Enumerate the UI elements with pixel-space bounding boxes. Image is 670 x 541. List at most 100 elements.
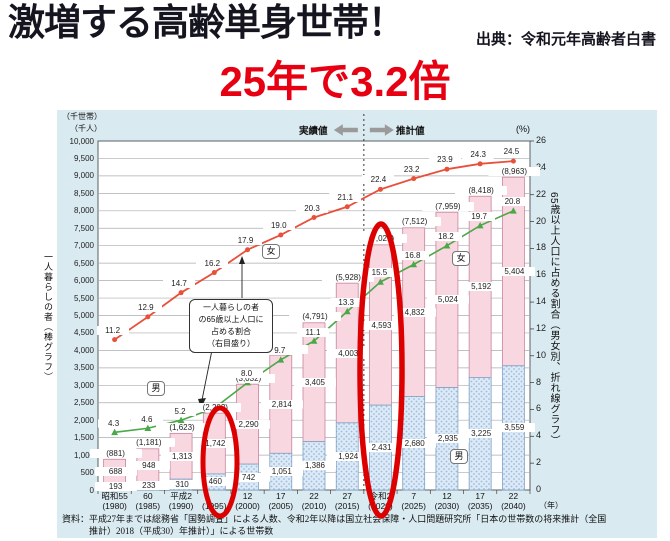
male-pct-label: 15.5: [363, 268, 396, 278]
estimated-values-label: 推計値: [396, 126, 425, 137]
arrow-left-icon: [333, 124, 358, 136]
bar-female-value: 3,405: [294, 377, 336, 387]
left-tick-label: 6,500: [73, 258, 94, 268]
x-axis-unit: （年）: [539, 501, 563, 510]
x-year-label: (1990): [168, 501, 194, 511]
x-year-label: (2010): [301, 501, 327, 511]
bar-total-label: (3,032): [222, 373, 275, 383]
left-tick-label: 3,500: [73, 363, 94, 373]
bar-male-value: 1,386: [294, 461, 336, 471]
right-tick-label: 10: [536, 349, 547, 360]
actual-values-label: 実績値: [299, 126, 328, 137]
bar-male-value: 3,559: [493, 423, 536, 433]
right-tick-label: 0: [536, 484, 542, 494]
right-tick-label: 2: [536, 457, 542, 468]
note-leader-down: [201, 349, 213, 401]
male-pct-label: 8.0: [230, 369, 263, 379]
bar-total-label: (7,025): [355, 234, 408, 244]
left-axis-unit-households: （千世帯）: [62, 112, 102, 121]
female-pct-label: 12.9: [129, 302, 162, 312]
bar-total-label: (7,512): [388, 217, 441, 227]
female-pct-label: 20.3: [296, 203, 328, 213]
x-year-label: (2005): [268, 501, 294, 511]
arrow-right-icon: [369, 124, 394, 136]
bar-male-value: 1,924: [327, 451, 370, 461]
x-year-label: (2000): [235, 501, 260, 511]
right-tick-label: 8: [536, 376, 542, 387]
x-era-label: 平成2: [170, 490, 192, 501]
marker-male: [410, 260, 418, 268]
right-tick-label: 4: [536, 430, 542, 441]
left-tick-label: 4,000: [73, 345, 94, 355]
x-era-label: 12: [242, 490, 253, 501]
marker-female: [112, 337, 118, 343]
x-year-label: (1980): [102, 501, 127, 511]
bar-female-value: 5,192: [460, 282, 503, 292]
x-year-label: (2015): [334, 501, 360, 511]
x-era-label: 令和2: [369, 490, 392, 501]
marker-male: [144, 424, 152, 432]
source-note: 資料：平成27年までは総務省「国勢調査」による人数、令和2年以降は国立社会保障・…: [62, 514, 607, 536]
female-pct-label: 22.4: [362, 175, 395, 185]
female-pct-label: 11.2: [96, 325, 129, 335]
x-year-label: (1985): [135, 501, 161, 511]
bar-total-label: (1,181): [122, 438, 175, 448]
left-axis-title: 一人暮らしの者（棒グラフ）: [43, 252, 53, 382]
left-tick-label: 500: [80, 468, 94, 478]
marker-female: [145, 314, 151, 320]
marker-female: [245, 247, 251, 253]
marker-female: [510, 158, 516, 164]
female-pct-label: 16.2: [196, 258, 229, 268]
marker-female: [278, 232, 284, 238]
page-title: 激増する高齢単身世帯！: [8, 2, 405, 43]
left-tick-label: 1,000: [73, 450, 94, 460]
bar-female-value: 2,290: [227, 419, 270, 429]
male-pct-label: 16.8: [396, 250, 429, 260]
female-pct-label: 24.5: [495, 147, 528, 157]
bar-female-value: 1,313: [161, 451, 204, 461]
bar-total-label: (7,959): [421, 201, 474, 211]
x-year-label: (2040): [501, 501, 526, 511]
x-era-label: 12: [442, 490, 452, 501]
bar-male-value: 2,680: [393, 438, 436, 448]
left-tick-label: 10,000: [69, 136, 94, 146]
female-pct-label: 19.0: [262, 220, 295, 230]
left-tick-label: 9,000: [73, 171, 94, 181]
right-tick-label: 24: [536, 161, 547, 172]
bar-male-value: 2,431: [360, 443, 403, 453]
female-pct-label: 23.2: [395, 164, 428, 174]
marker-female: [344, 204, 350, 210]
bar-female-value: 2,814: [260, 399, 303, 409]
bar-male-value: 3,225: [460, 429, 503, 439]
bar-total-label: (1,623): [156, 422, 209, 432]
x-era-label: 22: [508, 490, 519, 501]
left-tick-label: 7,500: [73, 223, 94, 233]
left-tick-label: 5,000: [73, 311, 94, 320]
left-tick-label: 5,500: [73, 293, 94, 303]
right-tick-label: 6: [536, 403, 542, 414]
right-axis-title: 65歳以上人口に占める割合（男女別、折れ線グラフ）: [548, 192, 559, 446]
left-tick-label: 7,000: [73, 241, 94, 251]
highlight-subtitle: 25年で3.2倍: [219, 58, 451, 105]
bar-male-value: 2,935: [426, 434, 469, 444]
left-tick-label: 9,500: [73, 153, 94, 163]
bar-female-value: 4,003: [327, 348, 370, 358]
bar-male-value: 742: [227, 472, 270, 482]
female-pct-label: 24.3: [462, 149, 495, 159]
oval-1995-icon: [200, 405, 240, 519]
x-era-label: 22: [309, 490, 319, 501]
male-pct-label: 13.3: [330, 297, 363, 307]
legend-male-line: 男: [147, 381, 165, 396]
bar-female-value: 5,404: [493, 266, 536, 276]
bar-female-value: 1,742: [194, 439, 237, 449]
bar-total-label: (8,963): [488, 166, 541, 176]
male-pct-label: 18.2: [429, 232, 462, 242]
bar-male-value: 460: [194, 477, 237, 487]
source-label: 出典：令和元年高齢者白書: [476, 31, 657, 48]
note-arrow-up-icon: [239, 256, 245, 264]
marker-male: [377, 278, 384, 285]
marker-male: [509, 207, 517, 214]
bar-female-value: 4,832: [393, 307, 436, 317]
right-tick-label: 12: [536, 322, 547, 333]
